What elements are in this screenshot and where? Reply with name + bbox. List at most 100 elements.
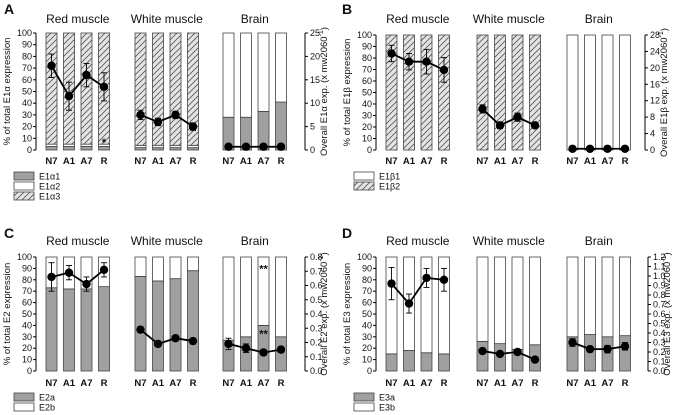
category-label: N7 [476, 156, 488, 167]
right-tick-label: 0.0 [653, 366, 666, 376]
group-title: White muscle [473, 12, 545, 26]
left-tick-label: 100 [357, 30, 372, 40]
right-tick-label: 0.3 [653, 338, 666, 348]
data-point [620, 144, 630, 153]
left-tick-label: 20 [22, 122, 32, 132]
category-label: A1 [240, 156, 253, 167]
data-point [259, 142, 268, 151]
bar-segment-e3b [385, 256, 398, 355]
data-point [568, 338, 577, 347]
left-axis-title: % of total E2 expression [2, 263, 13, 365]
category-label: R [101, 156, 108, 167]
category-label: A7 [257, 378, 269, 389]
legend-swatch-e1α2 [13, 181, 35, 191]
bar-segment-e2a [240, 336, 252, 372]
right-axis-title: Overall E2 exp. (x mw2060-1) [318, 252, 330, 375]
bar-segment-e1α2 [257, 32, 270, 112]
bar-segment-e2a [45, 287, 58, 372]
bar-segment-e1α3 [134, 32, 147, 146]
bar-segment-e2b [134, 256, 147, 277]
bar-segment-e1α1 [80, 146, 93, 151]
right-axis-title: Overall E3 exp. (x mw2060-1) [661, 252, 673, 375]
right-tick-label: 15 [310, 75, 320, 85]
data-point [603, 144, 612, 153]
left-tick-label: 70 [22, 286, 32, 296]
category-label: A7 [420, 378, 432, 389]
data-point [530, 355, 540, 364]
right-tick-label: 0.3 [310, 323, 323, 333]
bar-segment-e1α3 [152, 32, 164, 146]
right-tick-label: 0.8 [310, 252, 323, 262]
bar-segment-e1α3 [169, 32, 182, 146]
left-tick-label: 60 [362, 76, 372, 86]
left-tick-label: 60 [22, 298, 32, 308]
right-axis-title-sup: -1 [658, 31, 665, 37]
data-point [404, 57, 414, 66]
legend-label: E1α1 [39, 172, 60, 182]
category-label: A7 [80, 156, 92, 167]
bar-segment-e1β1 [619, 34, 631, 151]
bar-segment-e2b [152, 256, 164, 282]
group-title: Red muscle [46, 234, 110, 248]
right-tick-label: 5 [310, 122, 315, 132]
group-brain: Brain N7 A1 A7 R [566, 12, 631, 167]
bar-segment-e1β2 [476, 34, 489, 151]
category-label: R [532, 156, 539, 167]
bar-segment-e2a [169, 278, 182, 372]
category-label: R [441, 156, 448, 167]
group-red-muscle: Red muscle N7 A1 A7 R [385, 12, 450, 167]
category-label: N7 [45, 156, 57, 167]
right-tick-label: 1.1 [653, 262, 666, 272]
left-tick-label: 90 [22, 40, 32, 50]
category-label: R [101, 378, 108, 389]
category-label: N7 [385, 156, 397, 167]
data-point [513, 112, 522, 122]
category-label: A7 [511, 378, 523, 389]
left-tick-label: 100 [17, 252, 32, 262]
data-point [171, 110, 180, 120]
left-tick-label: 0 [367, 145, 372, 155]
left-tick-label: 50 [362, 88, 372, 98]
bar-segment-e2a [134, 275, 147, 372]
bar-segment-e1α2 [240, 32, 252, 118]
right-tick-label: 0.5 [653, 319, 666, 329]
bar-segment-e3b [529, 256, 541, 346]
category-label: A7 [169, 378, 181, 389]
category-label: A1 [584, 378, 597, 389]
right-tick-label: 0.2 [310, 338, 323, 348]
category-label: A7 [420, 156, 432, 167]
category-label: A1 [403, 156, 416, 167]
right-tick-label: 0.8 [653, 290, 666, 300]
right-axis-title-main: Overall E1α exp. (x mw2060 [319, 36, 330, 156]
left-axis-title: % of total E3 expression [342, 263, 353, 365]
category-label: R [532, 378, 539, 389]
left-tick-label: 100 [357, 252, 372, 262]
data-point [188, 122, 198, 131]
left-tick-label: 90 [22, 263, 32, 273]
left-tick-label: 60 [362, 298, 372, 308]
data-point [82, 279, 91, 289]
data-point [387, 49, 396, 58]
panel-label: C [4, 225, 14, 241]
right-tick-label: 16 [650, 79, 660, 89]
category-label: R [278, 156, 285, 167]
data-point [99, 265, 109, 275]
bar-segment-e3b [476, 256, 489, 342]
right-tick-label: 0 [310, 145, 315, 155]
group-white-muscle: White muscle N7 A1 A7 R # [131, 234, 203, 389]
legend-label: E1α2 [39, 182, 60, 192]
legend-label: E1α3 [39, 192, 60, 202]
bar-segment-e1β2 [385, 34, 398, 151]
group-title: White muscle [473, 234, 545, 248]
right-tick-label: 0.0 [310, 366, 323, 376]
bar-segment-e3a [619, 335, 631, 372]
category-label: A1 [494, 156, 507, 167]
data-point [241, 344, 251, 353]
left-tick-label: 0 [27, 145, 32, 155]
bar-segment-e2a [98, 286, 110, 372]
legend-label: E1β2 [379, 182, 400, 192]
left-axis-title: % of total E1α expression [2, 38, 13, 146]
bar-segment-e1α2 [222, 32, 235, 118]
